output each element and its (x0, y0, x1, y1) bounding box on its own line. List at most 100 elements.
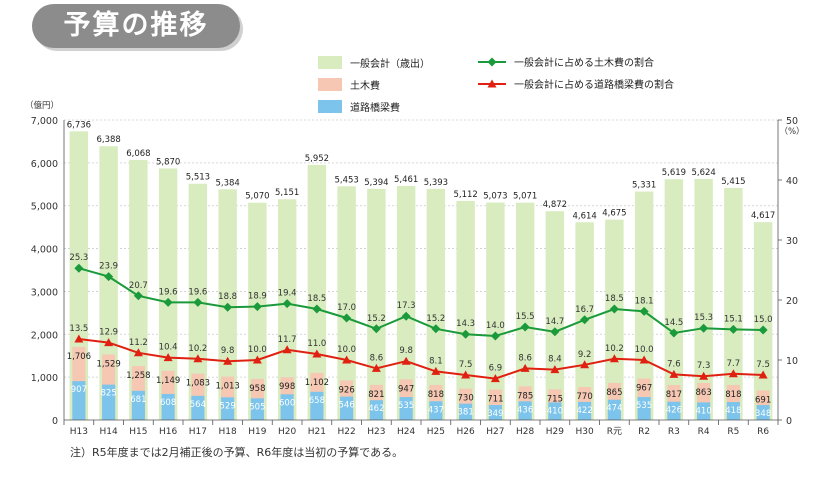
bar-road-bridge-label: 348 (755, 409, 771, 419)
point-civil-ratio (669, 328, 679, 338)
point-road-ratio-label: 10.4 (159, 343, 178, 353)
x-tick-label: R5 (727, 427, 739, 437)
point-civil-ratio (461, 329, 471, 339)
point-road-ratio (431, 366, 441, 375)
point-road-ratio (699, 371, 709, 380)
bar-road-bridge-label: 410 (696, 406, 712, 416)
point-civil-ratio-label: 15.2 (426, 314, 445, 324)
bar-general-account (486, 202, 505, 420)
bar-road-bridge-label: 418 (725, 406, 741, 416)
bar-road-bridge-label: 529 (220, 401, 236, 411)
point-civil-ratio-label: 15.5 (516, 312, 535, 322)
y-left-tick-label: 1,000 (31, 373, 58, 384)
bar-general-account-label: 4,675 (602, 209, 626, 219)
bar-road-bridge (161, 393, 175, 420)
bar-road-bridge-label: 426 (666, 406, 682, 416)
bar-general-account-label: 5,952 (305, 154, 329, 164)
point-civil-ratio (371, 324, 381, 334)
point-road-ratio (580, 360, 590, 369)
bar-general-account-label: 4,614 (572, 211, 596, 221)
bar-general-account (456, 200, 475, 420)
bar-civil-engineering-label: 947 (398, 384, 414, 394)
x-tick-label: H26 (457, 427, 475, 437)
point-road-ratio-label: 12.9 (99, 328, 118, 338)
point-road-ratio-label: 8.6 (370, 353, 384, 363)
bar-road-bridge (310, 391, 324, 420)
bar-general-account-label: 6,388 (96, 135, 120, 145)
chart-title: 予算の推移 (63, 10, 209, 41)
bar-civil-engineering-label: 1,083 (186, 379, 210, 389)
bar-road-bridge-label: 349 (487, 409, 503, 419)
bar-road-bridge (340, 396, 354, 420)
bar-road-bridge-label: 600 (279, 398, 295, 408)
bar-road-bridge (518, 401, 532, 420)
x-tick-label: H17 (189, 427, 207, 437)
point-road-ratio (342, 355, 352, 364)
bar-road-bridge-label: 436 (517, 405, 533, 415)
point-road-ratio-label: 10.0 (337, 345, 356, 355)
point-road-ratio-label: 11.2 (129, 338, 148, 348)
point-road-ratio (252, 355, 262, 364)
bar-general-account-label: 5,461 (394, 175, 418, 185)
legend-swatch (318, 78, 342, 91)
point-civil-ratio (312, 304, 322, 314)
y-left-tick-label: 0 (52, 416, 58, 427)
bar-road-bridge (399, 397, 413, 420)
bar-road-bridge (697, 402, 711, 420)
bar-road-bridge-label: 535 (636, 401, 652, 411)
bar-general-account-label: 5,384 (215, 178, 239, 188)
point-road-ratio-label: 10.0 (635, 345, 654, 355)
point-civil-ratio (252, 302, 262, 312)
x-tick-label: H25 (427, 427, 445, 437)
point-civil-ratio-label: 17.3 (397, 301, 416, 311)
point-civil-ratio-label: 15.3 (694, 313, 713, 323)
point-road-ratio (550, 365, 560, 374)
point-civil-ratio-label: 19.6 (188, 287, 207, 297)
bar-road-bridge (637, 397, 651, 420)
bar-civil-engineering-label: 711 (487, 395, 503, 405)
point-civil-ratio-label: 19.6 (159, 287, 178, 297)
bar-road-bridge-label: 535 (398, 401, 414, 411)
point-civil-ratio (133, 291, 143, 301)
legend-swatch (318, 100, 342, 113)
point-road-ratio (282, 345, 292, 354)
bar-general-account-label: 5,070 (245, 192, 269, 202)
x-tick-label: H14 (100, 427, 118, 437)
legend-swatch (318, 56, 342, 69)
bar-road-bridge-label: 681 (130, 395, 146, 405)
bar-civil-engineering-label: 785 (517, 391, 533, 401)
x-tick-label: R3 (668, 427, 680, 437)
point-road-ratio (163, 353, 173, 362)
legend-marker (487, 57, 497, 67)
bar-civil-engineering-label: 1,258 (126, 371, 150, 381)
bar-civil-engineering-label: 926 (339, 385, 355, 395)
bar-general-account-label: 5,073 (483, 192, 507, 202)
bar-road-bridge-label: 907 (71, 385, 87, 395)
bar-road-bridge (607, 399, 621, 420)
x-tick-label: H13 (70, 427, 88, 437)
point-civil-ratio (490, 331, 500, 341)
y-left-tick-label: 7,000 (31, 116, 58, 127)
legend-label: 土木費 (350, 79, 380, 92)
x-tick-label: H24 (397, 427, 415, 437)
y-right-tick-label: 10 (786, 356, 798, 367)
bar-civil-engineering-label: 770 (577, 392, 593, 402)
point-civil-ratio-label: 14.5 (664, 318, 683, 328)
x-tick-label: H19 (248, 427, 266, 437)
y-right-tick-label: 50 (786, 116, 798, 127)
point-civil-ratio (609, 304, 619, 314)
point-road-ratio (669, 369, 679, 378)
point-civil-ratio (401, 311, 411, 321)
point-civil-ratio-label: 18.9 (248, 292, 267, 302)
point-civil-ratio-label: 17.0 (337, 303, 356, 313)
x-tick-label: H16 (159, 427, 177, 437)
bar-road-bridge (756, 405, 770, 420)
bar-general-account (248, 202, 267, 420)
bar-civil-engineering-label: 865 (606, 388, 622, 398)
point-civil-ratio-label: 19.4 (278, 289, 297, 299)
legend-label: 道路橋梁費 (350, 101, 400, 114)
footnote: 注）R5年度までは2月補正後の予算、R6年度は当初の予算である。 (70, 446, 404, 459)
point-road-ratio-label: 8.1 (429, 356, 443, 366)
bar-general-account-label: 5,619 (662, 168, 686, 178)
